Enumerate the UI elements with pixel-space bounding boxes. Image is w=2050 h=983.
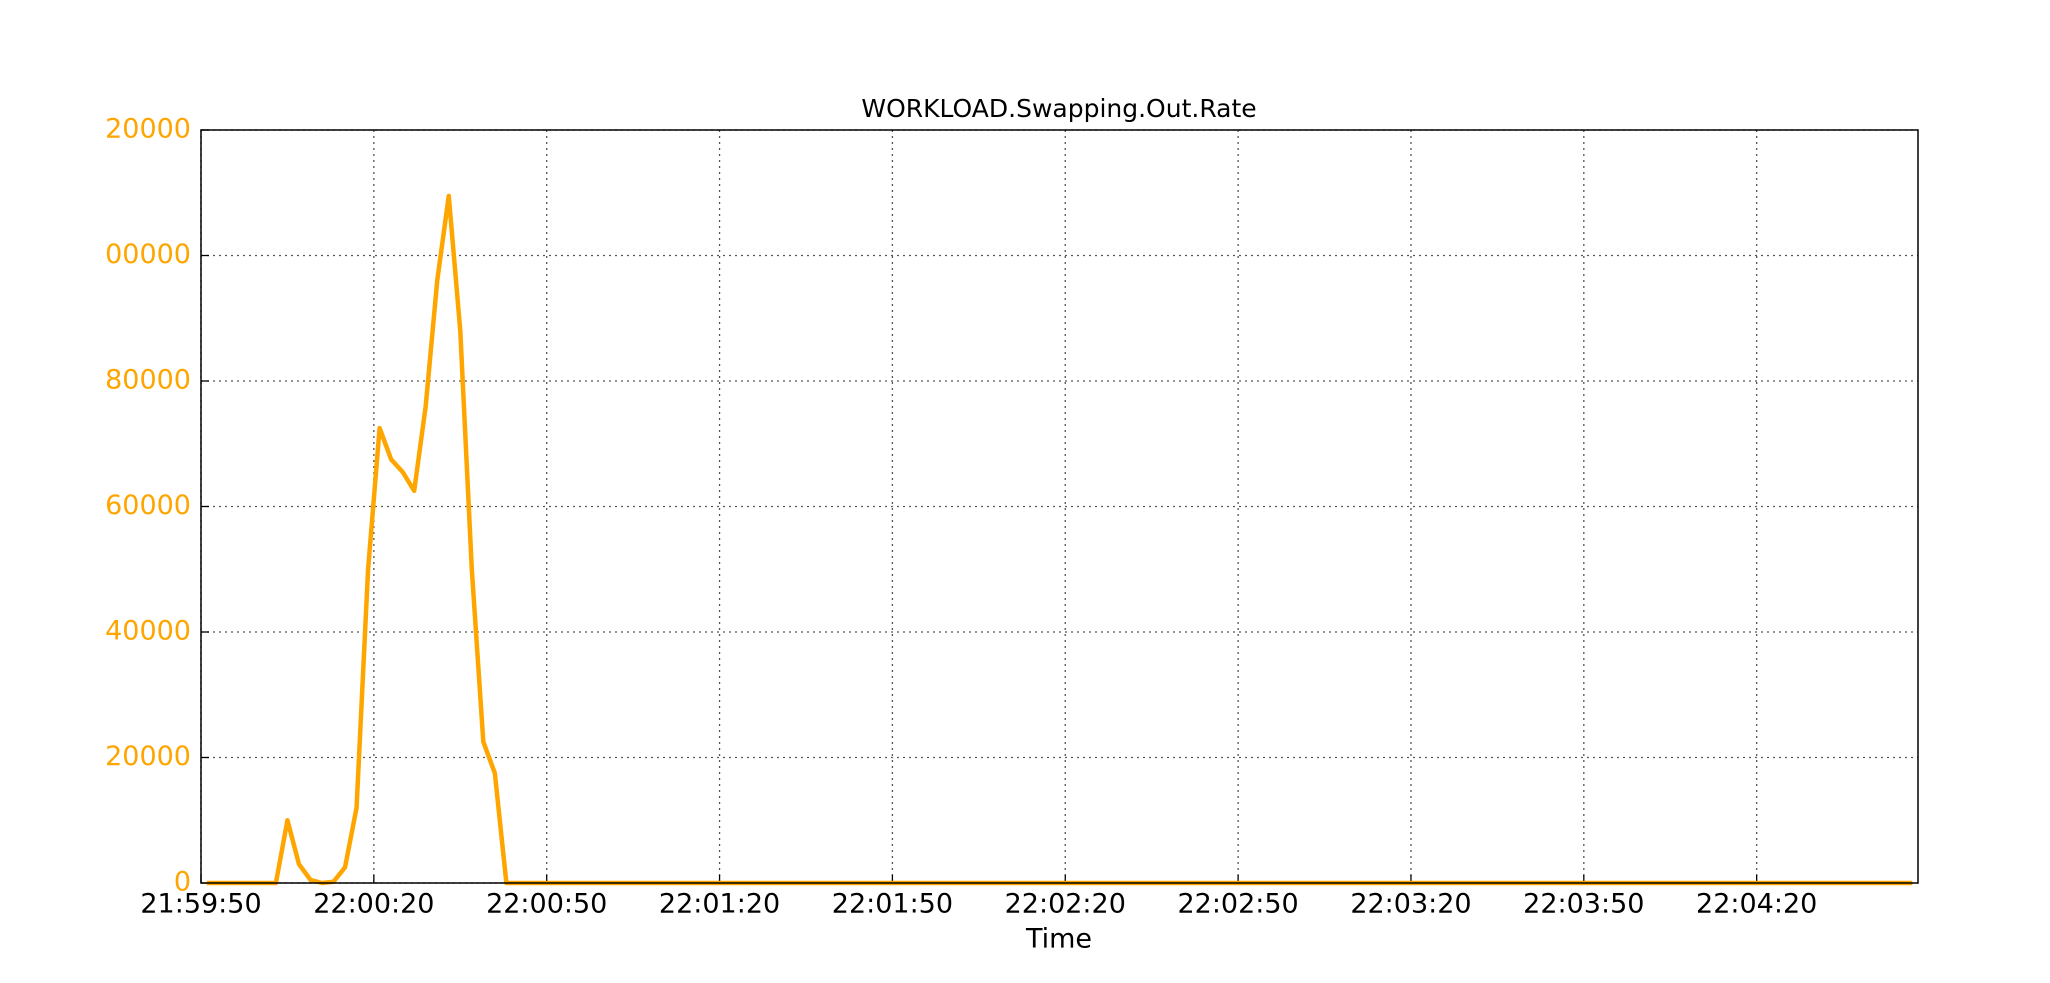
- x-tick-label: 22:01:50: [832, 889, 953, 920]
- y-tick-label: 20000: [105, 114, 191, 145]
- x-tick-label: 22:01:20: [659, 889, 780, 920]
- x-tick-label: 22:00:20: [313, 889, 434, 920]
- chart-title: WORKLOAD.Swapping.Out.Rate: [861, 94, 1256, 123]
- y-tick-label: 40000: [105, 616, 191, 647]
- x-tick-label: 22:02:20: [1005, 889, 1126, 920]
- plot-frame: [200, 129, 1919, 884]
- x-tick-label: 22:00:50: [486, 889, 607, 920]
- y-tick-label: 20000: [105, 741, 191, 772]
- x-tick-label: 22:02:50: [1177, 889, 1298, 920]
- x-tick-label: 22:04:20: [1696, 889, 1817, 920]
- x-tick-label: 21:59:50: [140, 889, 261, 920]
- y-tick-label: 00000: [105, 239, 191, 270]
- x-tick-label: 22:03:20: [1350, 889, 1471, 920]
- y-tick-label: 0: [174, 867, 191, 898]
- x-axis-label: Time: [1025, 924, 1092, 955]
- y-tick-label: 60000: [105, 490, 191, 521]
- y-tick-label: 80000: [105, 365, 191, 396]
- x-tick-label: 22:03:50: [1523, 889, 1644, 920]
